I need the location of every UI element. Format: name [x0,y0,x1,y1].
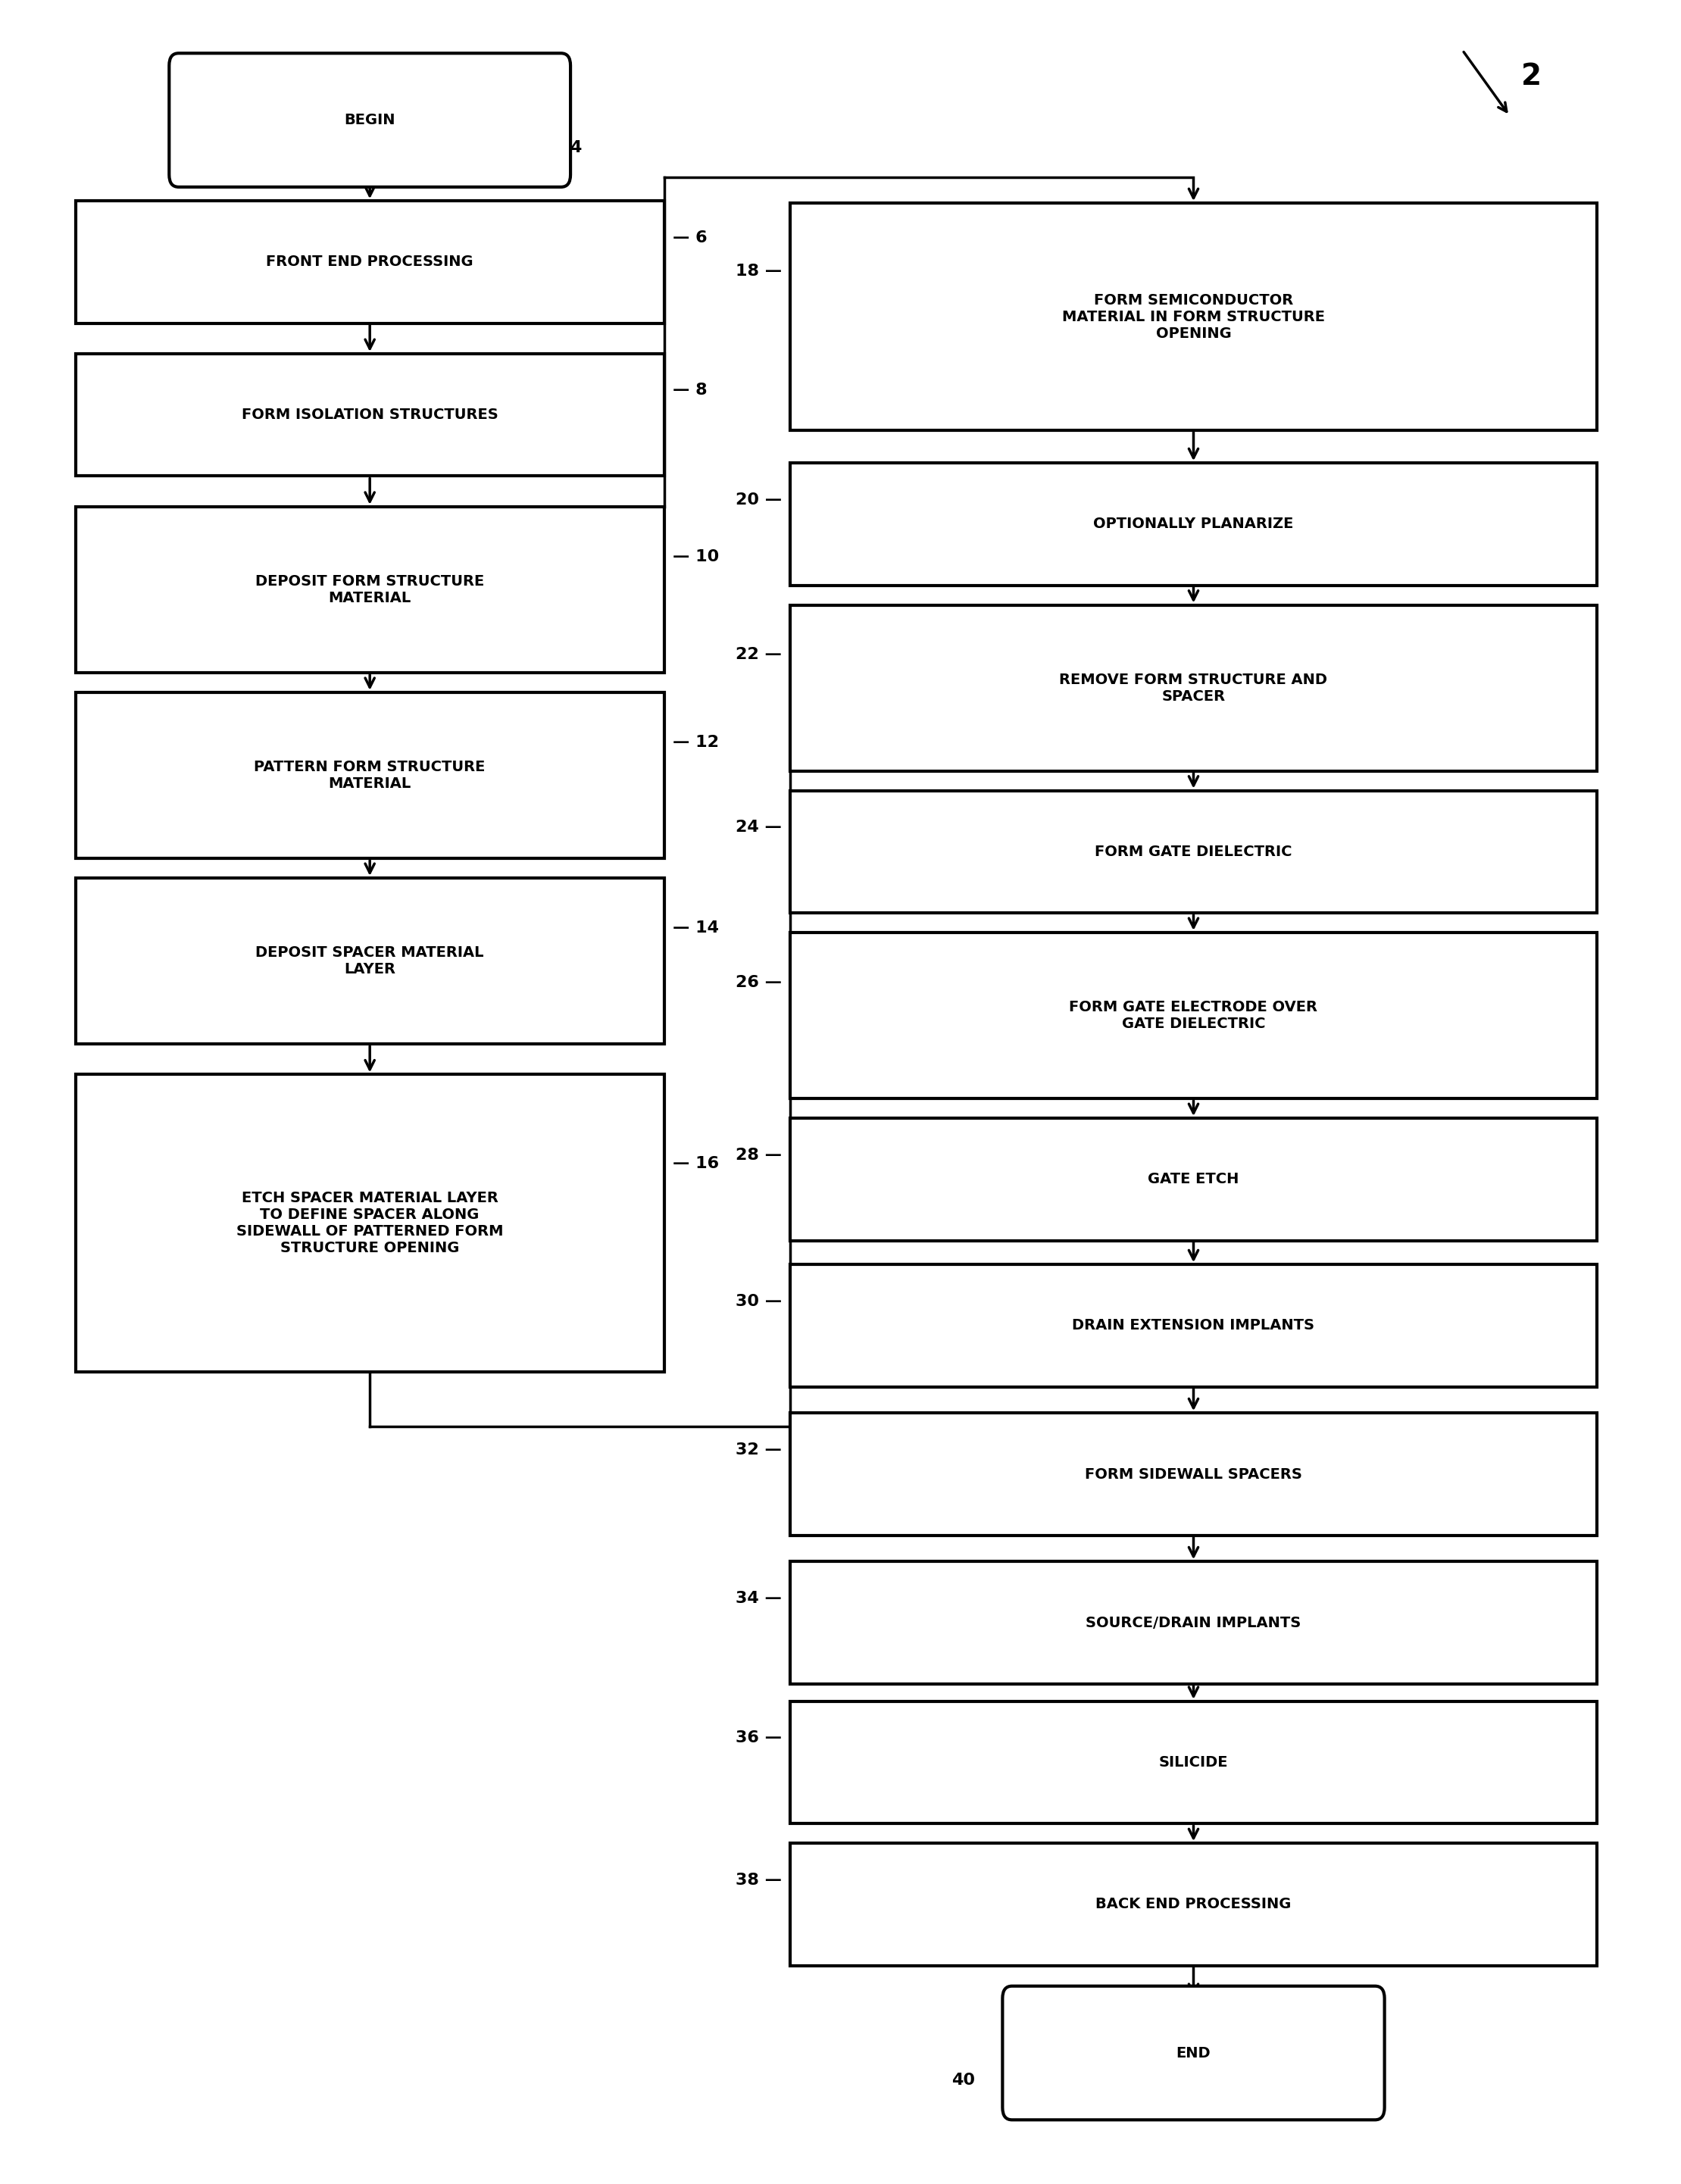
Bar [790,1843,1597,1966]
Bar [76,201,664,323]
Bar [790,605,1597,771]
Text: 22 —: 22 — [736,646,782,662]
Text: — 14: — 14 [672,919,718,935]
Text: DRAIN EXTENSION IMPLANTS: DRAIN EXTENSION IMPLANTS [1072,1319,1315,1332]
Bar [76,878,664,1044]
Text: — 6: — 6 [672,229,708,245]
Bar [790,933,1597,1099]
Text: FORM SIDEWALL SPACERS: FORM SIDEWALL SPACERS [1084,1468,1303,1481]
Bar [76,507,664,673]
Text: — 12: — 12 [672,734,718,749]
Text: 28 —: 28 — [736,1147,782,1162]
Bar [790,1265,1597,1387]
Bar [790,1701,1597,1824]
Bar [790,463,1597,585]
Text: FRONT END PROCESSING: FRONT END PROCESSING [266,256,474,269]
Text: OPTIONALLY PLANARIZE: OPTIONALLY PLANARIZE [1093,518,1294,531]
Text: FORM SEMICONDUCTOR
MATERIAL IN FORM STRUCTURE
OPENING: FORM SEMICONDUCTOR MATERIAL IN FORM STRU… [1062,293,1325,341]
Bar [790,1413,1597,1535]
Text: GATE ETCH: GATE ETCH [1148,1173,1239,1186]
Text: 20 —: 20 — [735,491,782,507]
Text: 24 —: 24 — [736,819,782,834]
Text: BACK END PROCESSING: BACK END PROCESSING [1096,1898,1291,1911]
Text: 2: 2 [1521,61,1541,92]
FancyBboxPatch shape [170,52,570,188]
Bar [790,791,1597,913]
Text: 4: 4 [570,140,582,155]
FancyBboxPatch shape [1002,1985,1385,2121]
Text: FORM GATE ELECTRODE OVER
GATE DIELECTRIC: FORM GATE ELECTRODE OVER GATE DIELECTRIC [1069,1000,1318,1031]
Bar [76,692,664,858]
Bar [790,203,1597,430]
Text: SOURCE/DRAIN IMPLANTS: SOURCE/DRAIN IMPLANTS [1086,1616,1301,1629]
Text: — 8: — 8 [672,382,708,397]
Bar [790,1118,1597,1241]
Text: BEGIN: BEGIN [345,114,395,127]
Text: DEPOSIT FORM STRUCTURE
MATERIAL: DEPOSIT FORM STRUCTURE MATERIAL [256,574,484,605]
Text: 34 —: 34 — [736,1590,782,1605]
Text: 38 —: 38 — [736,1872,782,1887]
Bar [76,1075,664,1372]
Text: 18 —: 18 — [735,264,782,280]
Text: REMOVE FORM STRUCTURE AND
SPACER: REMOVE FORM STRUCTURE AND SPACER [1059,673,1328,703]
Text: 32 —: 32 — [736,1441,782,1457]
Text: 40: 40 [951,2073,975,2088]
Text: ETCH SPACER MATERIAL LAYER
TO DEFINE SPACER ALONG
SIDEWALL OF PATTERNED FORM
STR: ETCH SPACER MATERIAL LAYER TO DEFINE SPA… [237,1190,503,1256]
Text: — 16: — 16 [672,1155,719,1171]
Text: 26 —: 26 — [736,974,782,989]
Bar [790,1562,1597,1684]
Text: FORM ISOLATION STRUCTURES: FORM ISOLATION STRUCTURES [242,408,498,422]
Text: FORM GATE DIELECTRIC: FORM GATE DIELECTRIC [1094,845,1293,858]
Text: 36 —: 36 — [736,1730,782,1745]
Text: DEPOSIT SPACER MATERIAL
LAYER: DEPOSIT SPACER MATERIAL LAYER [256,946,484,976]
Text: SILICIDE: SILICIDE [1158,1756,1229,1769]
Text: END: END [1177,2046,1210,2060]
Bar [76,354,664,476]
Text: 30 —: 30 — [735,1293,782,1308]
Text: PATTERN FORM STRUCTURE
MATERIAL: PATTERN FORM STRUCTURE MATERIAL [254,760,486,791]
Text: — 10: — 10 [672,548,719,563]
